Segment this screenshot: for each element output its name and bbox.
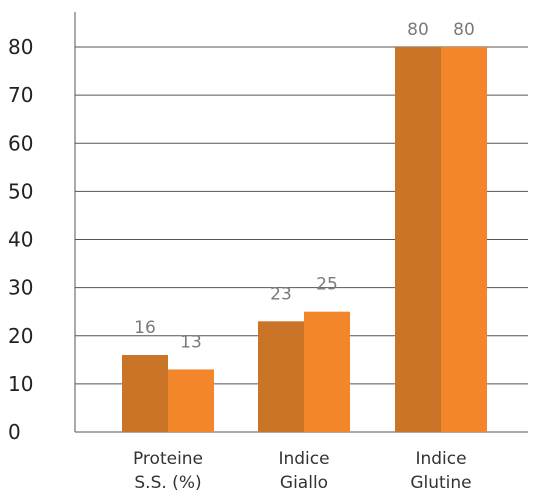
y-tick-label: 40 <box>8 228 33 252</box>
y-tick-label: 80 <box>8 35 33 59</box>
y-axis-ticks: 0 10 20 30 40 50 60 70 80 <box>8 35 33 444</box>
data-label: 25 <box>316 275 338 295</box>
x-tick-label-line: Indice <box>278 449 329 469</box>
x-tick-label-line: Indice <box>415 449 466 469</box>
y-tick-label: 30 <box>8 276 33 300</box>
x-tick-label: Indice Glutine <box>410 449 471 493</box>
data-label: 80 <box>407 20 429 40</box>
y-tick-label: 10 <box>8 372 33 396</box>
x-tick-label: Indice Giallo <box>278 449 329 493</box>
bar <box>122 355 168 432</box>
x-axis-ticks: Proteine S.S. (%) Indice Giallo Indice Glutin… <box>133 449 472 493</box>
x-tick-label-line: S.S. (%) <box>134 473 201 493</box>
x-tick-label: Proteine S.S. (%) <box>133 449 203 493</box>
bar <box>168 369 214 432</box>
y-tick-label: 0 <box>8 420 21 444</box>
data-labels: 16 23 80 13 25 80 <box>134 20 475 352</box>
data-label: 23 <box>270 284 292 304</box>
bar <box>304 311 350 432</box>
bar <box>258 321 304 432</box>
data-label: 16 <box>134 318 156 338</box>
bars <box>122 47 487 432</box>
y-tick-label: 50 <box>8 179 33 203</box>
x-tick-label-line: Giallo <box>280 473 328 493</box>
x-tick-label-line: Proteine <box>133 449 203 469</box>
y-tick-label: 20 <box>8 324 33 348</box>
y-tick-label: 60 <box>8 131 33 155</box>
bar <box>441 47 487 432</box>
data-label: 80 <box>453 20 475 40</box>
y-tick-label: 70 <box>8 83 33 107</box>
bar <box>395 47 441 432</box>
data-label: 13 <box>180 332 202 352</box>
x-tick-label-line: Glutine <box>410 473 471 493</box>
